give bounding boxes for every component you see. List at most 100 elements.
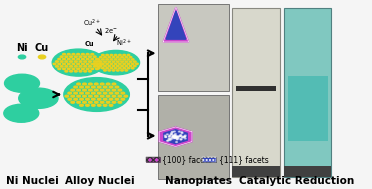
Circle shape: [125, 57, 128, 58]
Circle shape: [86, 58, 89, 60]
Circle shape: [114, 67, 117, 69]
Circle shape: [62, 68, 65, 70]
Circle shape: [121, 98, 125, 100]
Circle shape: [89, 61, 92, 62]
Circle shape: [71, 89, 74, 91]
Circle shape: [65, 61, 68, 62]
Circle shape: [129, 65, 132, 67]
Circle shape: [131, 59, 134, 60]
Circle shape: [89, 70, 92, 72]
Circle shape: [52, 49, 105, 76]
Circle shape: [94, 83, 98, 85]
Circle shape: [102, 54, 104, 56]
Circle shape: [106, 89, 110, 91]
Circle shape: [125, 65, 128, 67]
Circle shape: [89, 89, 92, 91]
Circle shape: [116, 61, 119, 62]
Circle shape: [80, 104, 83, 106]
Circle shape: [119, 63, 121, 64]
Circle shape: [134, 61, 136, 62]
Circle shape: [99, 61, 102, 62]
Circle shape: [65, 70, 68, 72]
Circle shape: [164, 135, 166, 136]
Circle shape: [55, 61, 58, 62]
Circle shape: [115, 98, 119, 100]
Circle shape: [104, 57, 106, 58]
Circle shape: [184, 136, 186, 137]
Circle shape: [110, 59, 113, 60]
Circle shape: [77, 101, 80, 103]
Circle shape: [81, 63, 84, 65]
Circle shape: [94, 95, 98, 97]
Circle shape: [112, 83, 116, 85]
Circle shape: [106, 95, 110, 97]
Circle shape: [104, 70, 106, 71]
Bar: [236, 86, 276, 91]
Circle shape: [91, 53, 94, 55]
Circle shape: [110, 63, 113, 64]
Circle shape: [74, 98, 77, 100]
Circle shape: [114, 63, 117, 64]
Circle shape: [86, 53, 89, 55]
Circle shape: [172, 136, 174, 137]
Circle shape: [103, 86, 107, 88]
Circle shape: [58, 68, 61, 70]
Circle shape: [102, 63, 104, 64]
Circle shape: [174, 131, 175, 132]
Circle shape: [106, 67, 109, 69]
Circle shape: [92, 104, 95, 106]
Circle shape: [108, 61, 110, 62]
Circle shape: [77, 95, 80, 97]
Circle shape: [92, 86, 95, 88]
Circle shape: [71, 101, 74, 103]
Circle shape: [182, 137, 184, 138]
Circle shape: [94, 101, 98, 103]
Bar: [284, 8, 331, 177]
Circle shape: [96, 68, 99, 70]
Circle shape: [127, 54, 130, 56]
Circle shape: [118, 101, 122, 103]
Circle shape: [125, 70, 128, 71]
Circle shape: [93, 56, 96, 57]
Circle shape: [97, 86, 101, 88]
Circle shape: [83, 95, 86, 97]
Circle shape: [167, 140, 168, 141]
Circle shape: [100, 63, 103, 65]
Circle shape: [91, 58, 94, 60]
Circle shape: [96, 63, 99, 65]
Circle shape: [104, 61, 106, 62]
Circle shape: [67, 53, 70, 55]
Bar: [232, 166, 280, 177]
Circle shape: [65, 95, 68, 97]
Circle shape: [174, 134, 176, 135]
Text: {100} facets: {100} facets: [163, 155, 212, 164]
Circle shape: [108, 70, 110, 71]
Circle shape: [84, 70, 87, 72]
Circle shape: [175, 137, 177, 138]
Circle shape: [176, 138, 178, 139]
Circle shape: [67, 58, 70, 60]
Circle shape: [121, 70, 124, 71]
Circle shape: [64, 78, 129, 111]
Circle shape: [70, 66, 73, 67]
Circle shape: [127, 67, 130, 69]
Circle shape: [106, 59, 109, 60]
Circle shape: [74, 92, 77, 94]
Circle shape: [97, 67, 100, 69]
Circle shape: [118, 95, 122, 97]
Circle shape: [119, 59, 121, 60]
Circle shape: [112, 95, 116, 97]
Circle shape: [109, 92, 113, 94]
Circle shape: [80, 92, 83, 94]
Circle shape: [79, 70, 82, 72]
Bar: [232, 8, 280, 177]
Circle shape: [115, 92, 119, 94]
Circle shape: [121, 61, 124, 62]
Text: Ni$^{2+}$: Ni$^{2+}$: [116, 38, 132, 50]
Circle shape: [77, 63, 80, 65]
Circle shape: [176, 137, 177, 138]
Circle shape: [108, 57, 110, 58]
Circle shape: [173, 138, 175, 139]
Circle shape: [129, 57, 132, 58]
Circle shape: [72, 58, 75, 60]
